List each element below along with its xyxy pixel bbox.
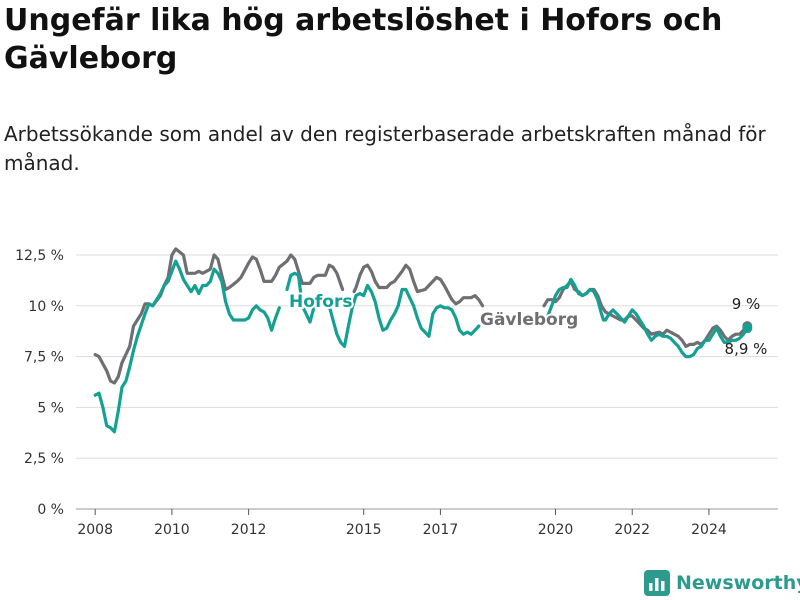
y-tick-label: 7,5 %: [24, 350, 64, 366]
x-tick-label: 2008: [77, 522, 113, 538]
y-tick-label: 12,5 %: [15, 248, 64, 264]
x-tick-label: 2010: [154, 522, 190, 538]
gavleborg-series-label: Gävleborg: [480, 310, 578, 330]
hofors-end-value-label: 8,9 %: [725, 340, 768, 358]
chart-subtitle: Arbetssökande som andel av den registerb…: [4, 122, 766, 175]
grid-lines: [76, 254, 778, 510]
x-axis: 2008 2010 2012 2015 2017 2020 2022 2024: [77, 509, 727, 538]
y-tick-label: 5 %: [37, 400, 64, 416]
x-tick-label: 2022: [614, 522, 650, 538]
x-tick-label: 2024: [691, 522, 727, 538]
hofors-line-segment-0: [93, 259, 281, 434]
brand-name: Newsworthy: [676, 572, 800, 594]
y-axis-labels: 0 % 2,5 % 5 % 7,5 % 10 % 12,5 %: [15, 248, 64, 518]
x-tick-label: 2017: [423, 522, 459, 538]
chart-title: Ungefär lika hög arbetslöshet i Hofors o…: [4, 3, 723, 76]
hofors-line-segment-1: [285, 271, 481, 348]
gvleborg-line-segment-1: [352, 263, 485, 308]
y-tick-label: 2,5 %: [24, 451, 64, 467]
newsworthy-logo[interactable]: Newsworthy: [644, 568, 800, 598]
gavleborg-end-value-label: 9 %: [732, 295, 761, 313]
y-tick-label: 0 %: [37, 502, 64, 518]
gvleborg-line-segment-0: [93, 247, 345, 385]
y-tick-label: 10 %: [28, 299, 64, 315]
hofors-line-segment-2: [546, 277, 749, 359]
bar-chart-icon: [644, 570, 670, 596]
x-tick-label: 2020: [538, 522, 574, 538]
hofors-end-point: [742, 323, 753, 334]
x-tick-label: 2015: [346, 522, 382, 538]
x-tick-label: 2012: [231, 522, 267, 538]
series-lines: [93, 247, 753, 434]
series-labels: Gävleborg Hofors 9 % 8,9 %: [287, 290, 768, 358]
hofors-series-label: Hofors: [289, 292, 352, 312]
